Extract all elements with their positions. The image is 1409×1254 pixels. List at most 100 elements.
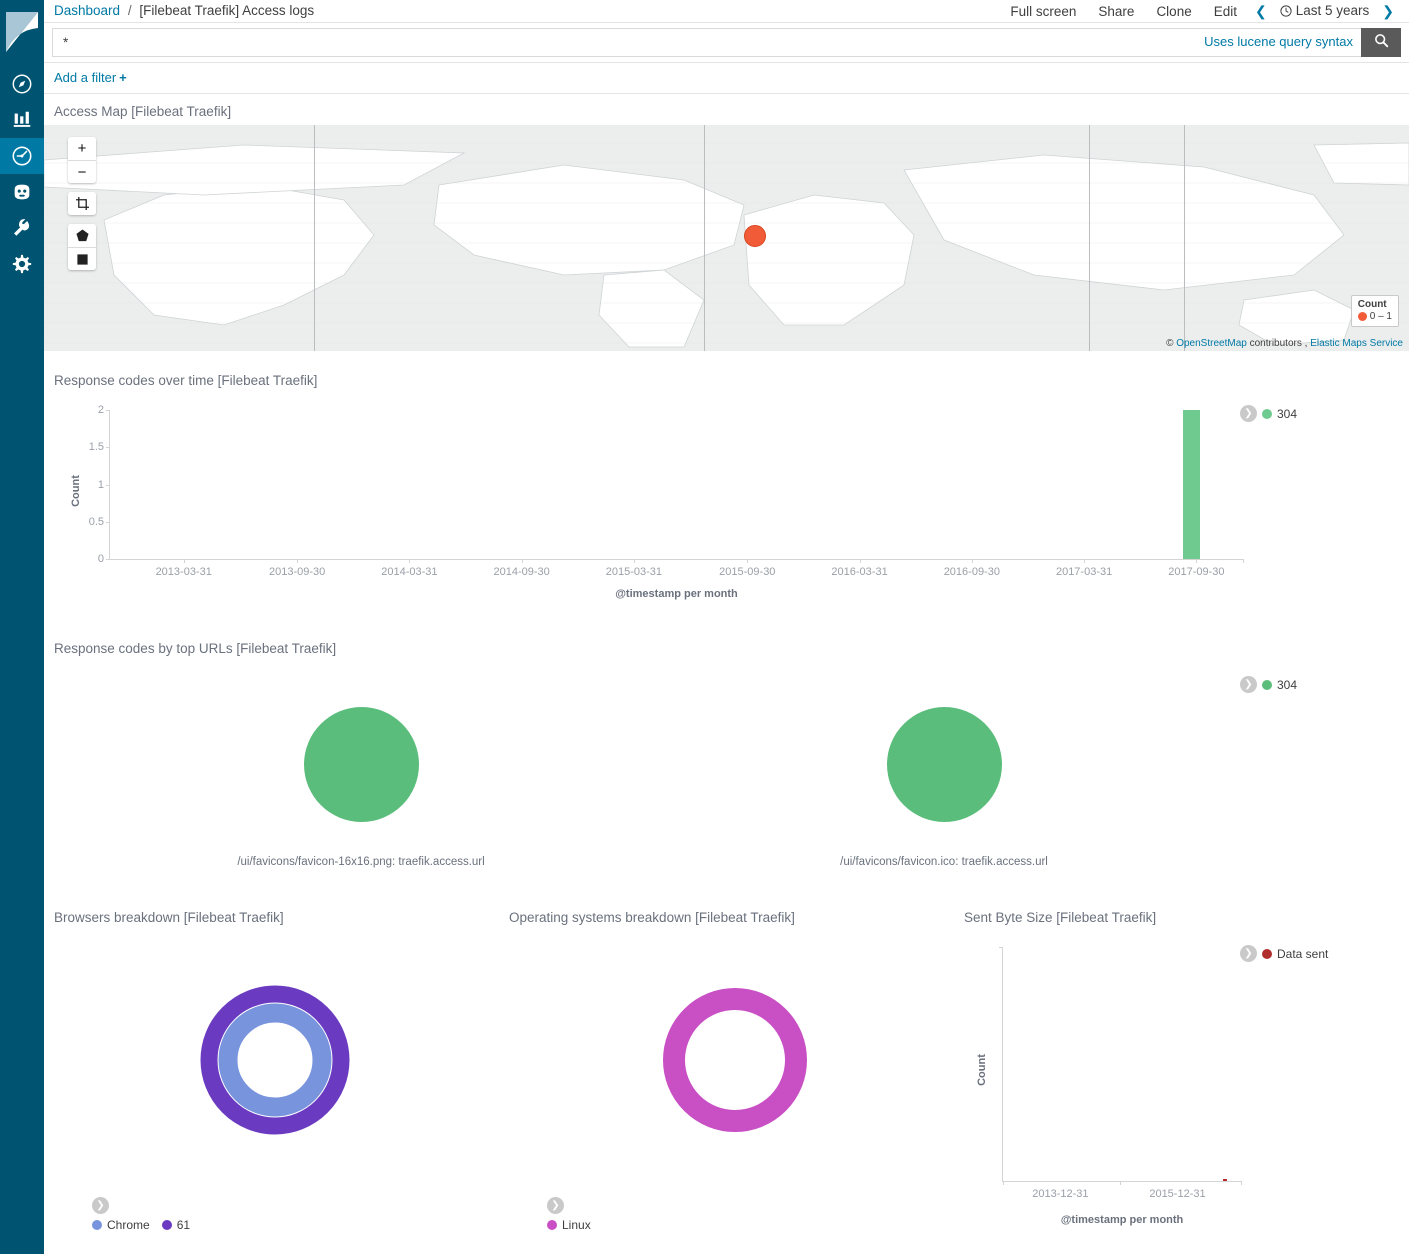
donut-ring-inner[interactable] (218, 1003, 332, 1117)
map-zoom-control: + − (68, 137, 96, 183)
legend-swatch (161, 1220, 172, 1230)
map-zoom-in-button[interactable]: + (68, 137, 96, 160)
legend-collapse-icon[interactable]: ❯ (547, 1197, 564, 1214)
sidebar-item-dev-tools[interactable] (0, 210, 44, 246)
panel-title-sent-byte-size: Sent Byte Size [Filebeat Traefik] (964, 910, 1157, 925)
histogram-y-tick: 0 (97, 553, 104, 565)
histogram-y-tick: 0.5 (88, 515, 104, 528)
share-button[interactable]: Share (1098, 4, 1135, 19)
bubble-point[interactable] (887, 707, 1002, 822)
bytes-legend: ❯ Data sent (1240, 945, 1328, 962)
time-next-button[interactable]: ❯ (1382, 3, 1394, 19)
full-screen-button[interactable]: Full screen (1010, 4, 1077, 19)
donut-ring-outer[interactable] (200, 985, 350, 1135)
map-graticule-line (314, 125, 315, 351)
legend-expand-icon[interactable]: ❯ (1240, 405, 1257, 422)
dashboard-icon (12, 146, 32, 166)
wrench-icon (14, 219, 30, 236)
attribution-copyright: © (1166, 338, 1177, 349)
legend-label: 61 (176, 1218, 191, 1232)
legend-item-61[interactable]: 61 (161, 1218, 191, 1232)
legend-label: Linux (562, 1218, 591, 1232)
add-filter-button[interactable]: Add a filter + (54, 70, 127, 85)
sent-byte-size-panel[interactable]: Count 2013-12-31 2015-12-31 @timestamp p… (954, 931, 1409, 1254)
legend-swatch (1262, 679, 1272, 690)
clock-icon (1280, 5, 1292, 20)
search-icon (1374, 33, 1389, 53)
histogram-y-tick: 1.5 (88, 441, 104, 454)
legend-item-linux[interactable]: Linux (547, 1218, 591, 1232)
legend-item-chrome[interactable]: Chrome (92, 1218, 150, 1232)
map-fit-to-data-button[interactable] (68, 192, 96, 215)
access-map-panel[interactable]: + − Count (44, 125, 1409, 351)
bytes-plot-area: 2013-12-31 2015-12-31 (999, 947, 1243, 1200)
time-range-picker[interactable]: Last 5 years (1274, 3, 1376, 20)
compass-icon (12, 74, 32, 94)
legend-item-304[interactable]: 304 (1262, 678, 1297, 692)
map-draw-polygon-button[interactable] (68, 224, 96, 247)
browsers-donut-chart[interactable] (200, 985, 350, 1135)
gear-icon (12, 254, 32, 274)
bubble-point[interactable] (304, 707, 419, 822)
clone-button[interactable]: Clone (1156, 4, 1192, 19)
polygon-icon (75, 229, 89, 242)
donut-ring-outer[interactable] (663, 988, 807, 1132)
histogram-x-tick: 2017-09-30 (1168, 566, 1225, 578)
search-input[interactable] (52, 28, 1361, 57)
map-graticule-line (1089, 125, 1090, 351)
sidebar-item-apm[interactable] (0, 174, 44, 210)
map-legend: Count 0 – 1 (1350, 295, 1399, 327)
attribution-mid: contributors , (1246, 338, 1311, 349)
map-attribution: © OpenStreetMap contributors , Elastic M… (1166, 338, 1403, 349)
legend-item-data-sent[interactable]: Data sent (1262, 947, 1328, 961)
histogram-x-tick: 2016-09-30 (943, 566, 1000, 578)
response-codes-by-top-urls-panel[interactable]: /ui/favicons/favicon-16x16.png: traefik.… (44, 662, 1409, 894)
kibana-logo[interactable] (0, 0, 44, 66)
map-graticule-line (704, 125, 705, 351)
elastic-maps-service-link[interactable]: Elastic Maps Service (1310, 338, 1403, 349)
legend-collapse-icon[interactable]: ❯ (92, 1197, 109, 1214)
histogram-y-tick: 1 (97, 478, 104, 491)
sidebar-item-dashboard[interactable] (0, 138, 44, 174)
legend-label: Data sent (1277, 946, 1329, 961)
bubble-legend: ❯ 304 (1240, 676, 1297, 693)
panel-title-response-codes-over-time: Response codes over time [Filebeat Traef… (54, 373, 318, 388)
plus-icon: + (119, 70, 127, 85)
operating-systems-breakdown-panel[interactable]: ❯ Linux (499, 931, 954, 1254)
panel-title-access-map: Access Map [Filebeat Traefik] (54, 104, 232, 119)
breadcrumb-current: [Filebeat Traefik] Access logs (139, 3, 315, 18)
map-graticule-line (1184, 125, 1185, 351)
top-nav-actions: Full screen Share Clone Edit ❮ Last 5 ye… (999, 3, 1401, 20)
map-controls: + − (68, 137, 96, 279)
legend-item-304[interactable]: 304 (1262, 407, 1297, 421)
legend-expand-icon[interactable]: ❯ (1240, 676, 1257, 693)
search-submit-button[interactable] (1361, 28, 1401, 57)
map-data-marker[interactable] (744, 225, 766, 247)
panel-title-browsers-breakdown: Browsers breakdown [Filebeat Traefik] (54, 910, 284, 925)
sidebar-item-discover[interactable] (0, 66, 44, 102)
global-nav-sidebar (0, 0, 44, 1254)
operating-systems-donut-chart[interactable] (660, 985, 810, 1135)
openstreetmap-link[interactable]: OpenStreetMap (1176, 338, 1247, 349)
histogram-legend: ❯ 304 (1240, 405, 1297, 422)
bytes-x-tick: 2013-12-31 (1032, 1188, 1089, 1200)
response-codes-over-time-panel[interactable]: Count 2 1.5 1 0.5 0 2013-03-31 2013-09-3… (44, 394, 1409, 609)
browsers-legend: ❯ Chrome 61 (92, 1197, 190, 1232)
time-prev-button[interactable]: ❮ (1254, 3, 1267, 19)
map-draw-rectangle-button[interactable] (68, 247, 96, 270)
map-zoom-out-button[interactable]: − (68, 160, 96, 183)
histogram-x-axis-label: @timestamp per month (615, 588, 738, 600)
crop-icon (75, 197, 89, 210)
sidebar-item-visualize[interactable] (0, 102, 44, 138)
legend-swatch (1262, 948, 1272, 959)
filter-bar: Add a filter + (44, 63, 1409, 94)
bytes-data-point[interactable] (1222, 1179, 1227, 1181)
browsers-breakdown-panel[interactable]: ❯ Chrome 61 (44, 931, 499, 1254)
breadcrumb-dashboard-link[interactable]: Dashboard (54, 3, 121, 18)
top-bar: Dashboard / [Filebeat Traefik] Access lo… (44, 0, 1409, 23)
sidebar-item-management[interactable] (0, 246, 44, 282)
edit-button[interactable]: Edit (1213, 4, 1237, 19)
histogram-bar[interactable] (1182, 410, 1200, 559)
bubble-label: /ui/favicons/favicon.ico: traefik.access… (840, 856, 1048, 868)
legend-expand-icon[interactable]: ❯ (1240, 945, 1257, 962)
